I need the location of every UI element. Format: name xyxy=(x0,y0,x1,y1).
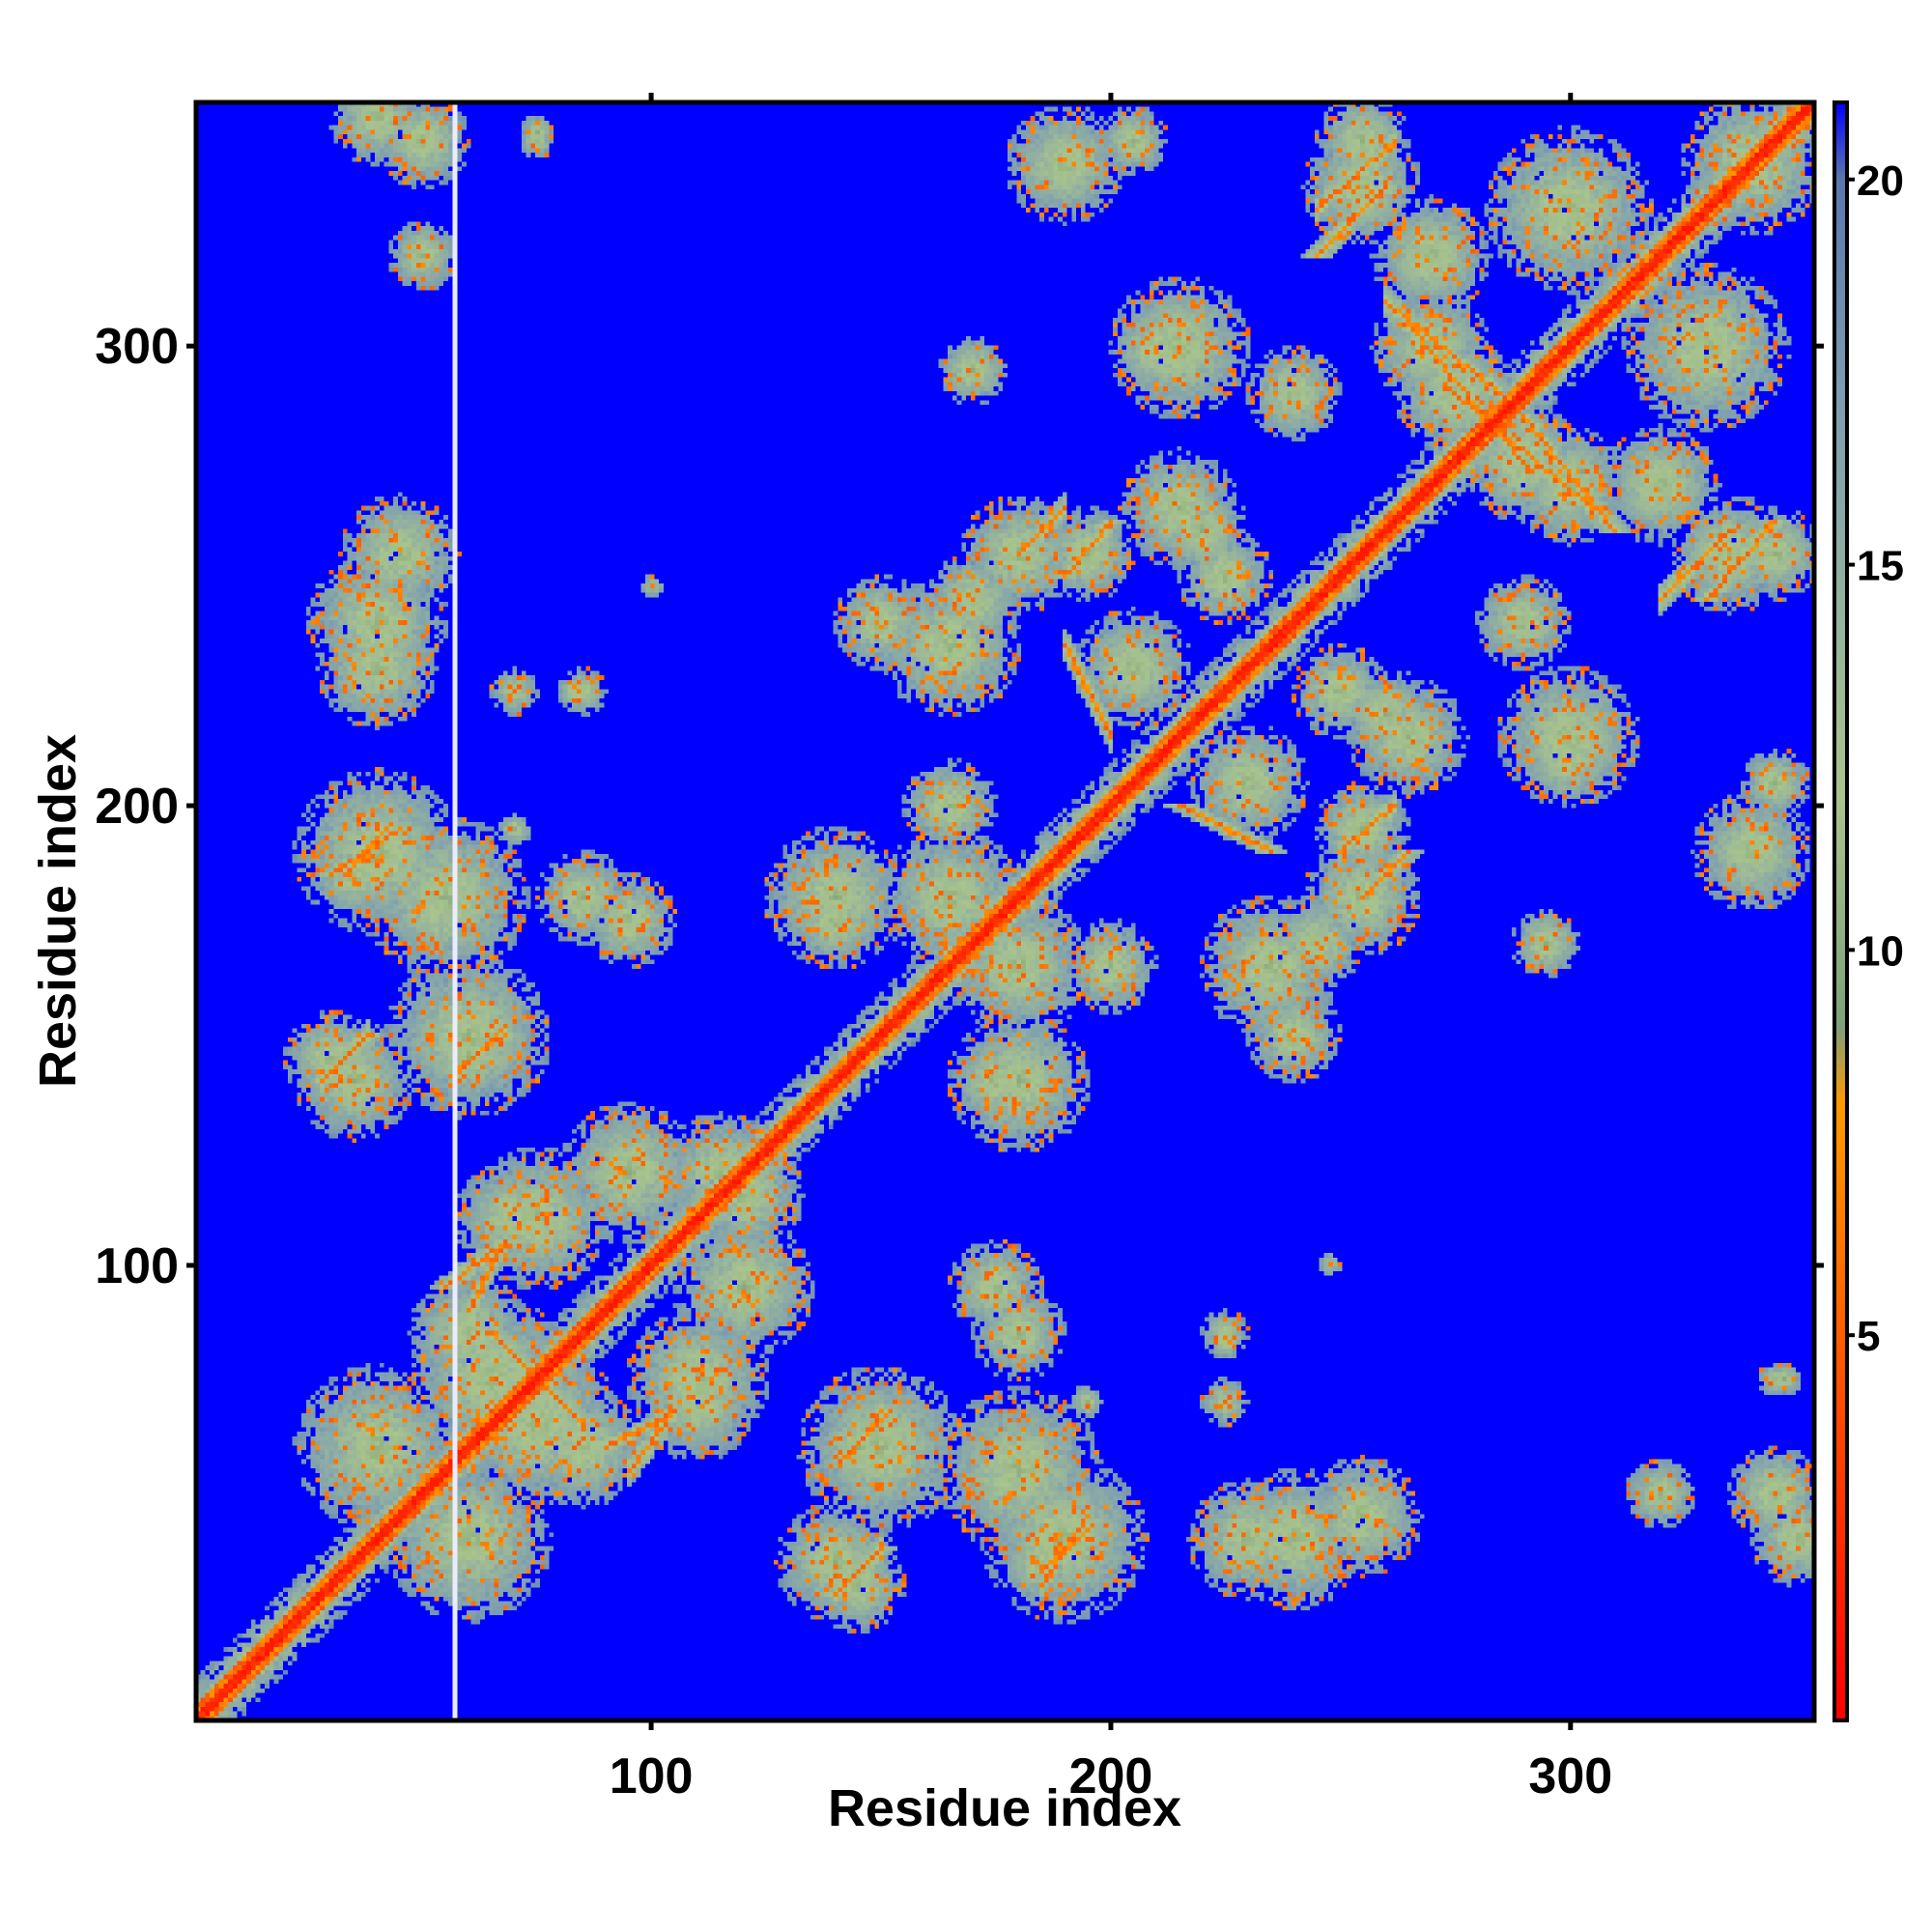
plot-frame xyxy=(193,99,1817,1723)
heatmap-cells xyxy=(196,102,1814,1720)
y-axis: 100 200 300 xyxy=(95,319,1824,1294)
colorbar-tick-label: 20 xyxy=(1857,157,1904,205)
colorbar xyxy=(1833,100,1849,1722)
colorbar-tick-label: 15 xyxy=(1857,543,1904,590)
x-tick-label: 200 xyxy=(1069,1748,1153,1804)
x-tick-label: 100 xyxy=(610,1748,694,1804)
x-tick-label: 300 xyxy=(1528,1748,1612,1804)
colorbar-ticks: 5 10 15 20 xyxy=(1847,157,1904,1360)
y-tick-label: 200 xyxy=(95,779,179,835)
y-tick-label: 100 xyxy=(95,1238,179,1294)
y-axis-title: Residue index xyxy=(29,734,87,1088)
colorbar-tick-label: 5 xyxy=(1857,1313,1880,1360)
x-axis-title: Residue index xyxy=(828,1779,1181,1837)
x-axis: 100 200 300 xyxy=(610,93,1612,1804)
y-tick-label: 300 xyxy=(95,319,179,375)
colorbar-tick-label: 10 xyxy=(1857,927,1904,975)
